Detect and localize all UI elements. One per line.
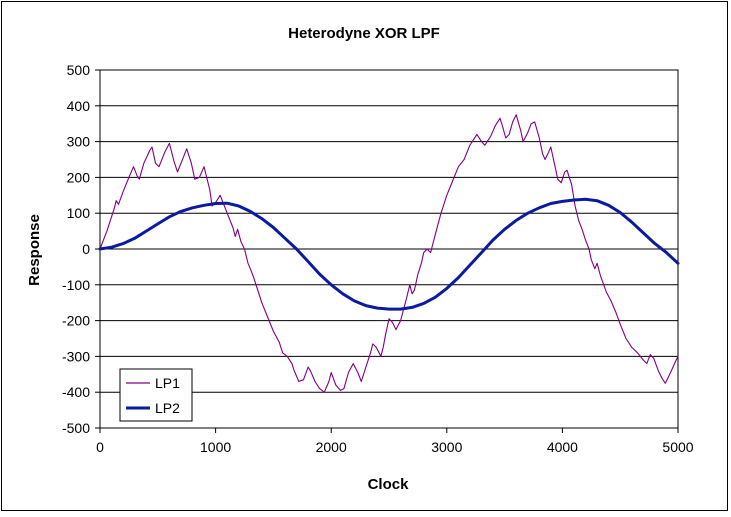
axes (95, 69, 679, 433)
y-tick-label: 400 (67, 98, 91, 114)
y-axis-label: Response (26, 214, 43, 286)
y-tick-label: -400 (62, 384, 90, 400)
y-tick-label: -200 (62, 313, 90, 329)
x-tick-label: 4000 (547, 439, 578, 455)
x-tick-label: 3000 (431, 439, 462, 455)
y-tick-label: 100 (67, 205, 91, 221)
x-tick-label: 5000 (662, 439, 693, 455)
y-tick-label: 300 (67, 134, 91, 150)
x-axis-label: Clock (368, 476, 410, 493)
y-tick-label: -300 (62, 348, 90, 364)
y-tick-label: 500 (67, 62, 91, 78)
legend-box (119, 368, 193, 422)
x-tick-label: 2000 (316, 439, 347, 455)
y-tick-label: 0 (82, 241, 90, 257)
series-lines (98, 114, 680, 393)
x-tick-label: 1000 (200, 439, 231, 455)
x-tick-label: 0 (96, 439, 104, 455)
y-tick-label: -500 (62, 420, 90, 436)
series-line-lp2 (98, 197, 680, 311)
chart-title: Heterodyne XOR LPF (288, 25, 440, 42)
legend-label-lp2: LP2 (155, 400, 180, 416)
y-tick-label: -100 (62, 277, 90, 293)
series-line-lp1 (99, 114, 679, 393)
legend: LP1 LP2 (119, 368, 193, 422)
legend-label-lp1: LP1 (155, 375, 180, 391)
y-tick-label: 200 (67, 169, 91, 185)
